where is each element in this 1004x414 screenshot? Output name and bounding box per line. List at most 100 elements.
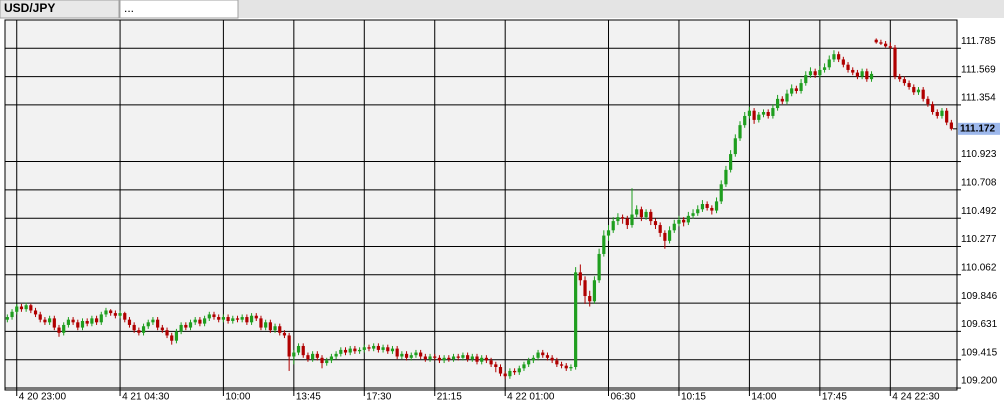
candle-body — [226, 317, 230, 321]
candle-body — [672, 223, 676, 231]
candle-body — [5, 317, 9, 320]
candle-body — [400, 353, 404, 357]
candle-body — [841, 59, 845, 65]
candle-body — [541, 352, 545, 356]
tab-label[interactable]: USD/JPY — [4, 1, 55, 15]
candle-body — [404, 353, 409, 358]
candle-body — [522, 364, 526, 369]
candle-body — [423, 356, 427, 360]
x-tick-label: 4 24 22:30 — [892, 392, 940, 403]
candle-body — [790, 88, 794, 94]
candle-body — [264, 322, 268, 328]
candle-body — [254, 315, 258, 319]
candle-body — [667, 230, 672, 241]
candle-body — [296, 345, 301, 353]
candle-body — [592, 280, 597, 302]
candle-body — [15, 306, 19, 312]
candle-body — [174, 331, 179, 341]
candle-body — [602, 235, 606, 254]
candle-body — [780, 98, 784, 102]
candle-body — [76, 322, 80, 328]
candle-body — [85, 320, 89, 324]
candle-body — [198, 319, 202, 324]
candle-body — [761, 112, 766, 115]
candle-body — [512, 370, 517, 373]
candle-body — [912, 87, 916, 93]
candle-body — [447, 357, 451, 360]
candle-body — [559, 364, 564, 366]
candle-body — [578, 272, 582, 281]
candle-body — [390, 348, 395, 352]
candle-body — [926, 98, 930, 105]
candle-body — [865, 71, 869, 80]
tab[interactable] — [0, 0, 120, 19]
candle-body — [90, 318, 94, 324]
candle-body — [184, 324, 188, 328]
candle-body — [747, 110, 752, 116]
candle-body — [775, 98, 780, 109]
tab[interactable] — [119, 0, 239, 19]
candle-body — [437, 357, 442, 361]
candle-body — [414, 352, 418, 356]
candle-body — [719, 184, 723, 202]
x-tick-label: 10:00 — [225, 392, 250, 403]
candle-body — [588, 296, 592, 302]
x-tick-label: 4 22 01:00 — [507, 392, 555, 403]
candle-body — [804, 75, 808, 84]
candle-body — [757, 114, 761, 120]
plot-area — [4, 19, 958, 391]
candle-body — [733, 138, 737, 155]
candle-body — [625, 218, 629, 226]
candle-body — [19, 306, 24, 310]
candle-body — [212, 314, 216, 318]
x-tick-label: 4 20 23:00 — [19, 392, 67, 403]
candle-body — [893, 47, 897, 77]
candle-body — [339, 349, 343, 354]
candle-body — [442, 357, 446, 361]
candle-body — [80, 320, 85, 328]
candle-body — [902, 79, 906, 84]
candle-body — [743, 115, 747, 126]
candle-body — [808, 71, 813, 76]
candle-body — [564, 365, 568, 369]
x-tick-label: 17:30 — [366, 392, 391, 403]
candle-body — [691, 213, 695, 216]
candle-body — [527, 360, 531, 365]
candle-body — [729, 154, 733, 170]
y-tick-label: 109.200 — [961, 376, 998, 387]
candle-body — [268, 322, 272, 331]
candle-body — [630, 214, 634, 226]
candle-body — [48, 318, 52, 323]
candle-body — [160, 327, 164, 331]
candle-body — [94, 318, 99, 323]
candle-body — [343, 349, 348, 353]
candle-body — [484, 357, 489, 361]
candle-body — [249, 315, 254, 323]
candle-body — [700, 204, 705, 210]
candle-body — [855, 72, 860, 77]
y-tick-label: 111.354 — [961, 93, 996, 104]
candle-body — [827, 59, 831, 68]
candle-body — [635, 209, 639, 215]
candle-body — [621, 217, 625, 219]
candle-body — [888, 46, 892, 48]
candle-body — [132, 324, 136, 331]
x-tick-label: 10:15 — [681, 392, 706, 403]
candle-body — [386, 347, 390, 352]
candle-body — [409, 355, 413, 358]
candle-body — [658, 225, 662, 233]
candle-body — [179, 324, 183, 332]
candle-body — [475, 356, 479, 362]
candle-body — [921, 89, 925, 99]
candle-body — [569, 366, 573, 369]
candle-body — [766, 112, 770, 116]
x-tick-label: 21:15 — [437, 392, 462, 403]
candle-body — [785, 93, 789, 102]
candle-body — [329, 356, 334, 361]
candle-body — [151, 319, 155, 323]
candle-body — [874, 39, 878, 43]
tab-label[interactable]: ... — [124, 1, 134, 15]
candle-body — [489, 360, 493, 365]
candle-body — [470, 356, 474, 360]
